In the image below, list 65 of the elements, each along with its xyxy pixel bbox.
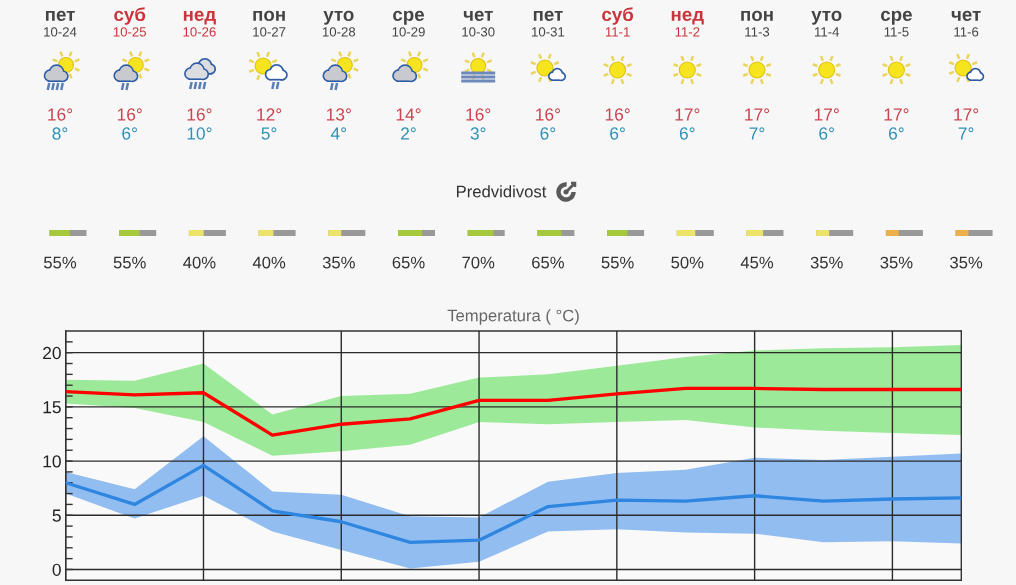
data-label: 3° xyxy=(470,127,486,140)
y-tick-label: 0 xyxy=(52,563,61,576)
data-label: 4° xyxy=(330,127,347,140)
chart-title: Temperatura ( °C) xyxy=(447,309,579,325)
data-label: 16° xyxy=(187,108,212,121)
data-label: 16° xyxy=(536,108,560,121)
data-label: 10° xyxy=(187,127,212,140)
data-label: 35% xyxy=(880,256,913,269)
category-label: нед 10-26 xyxy=(183,10,216,37)
data-label: 7° xyxy=(958,127,974,140)
data-label: 55% xyxy=(601,256,634,269)
data-label: 55% xyxy=(113,256,146,269)
category-label: сре 11-5 xyxy=(880,10,912,37)
data-label: 14° xyxy=(396,108,421,121)
data-label: 65% xyxy=(392,256,425,269)
data-label: 12° xyxy=(257,108,282,121)
category-label: чет 11-6 xyxy=(951,10,981,37)
data-label: 17° xyxy=(675,108,700,121)
data-label: 5° xyxy=(261,127,277,140)
data-label: 17° xyxy=(814,108,839,121)
category-label: суб 10-25 xyxy=(113,7,147,37)
y-tick-label: 15 xyxy=(43,401,61,414)
y-tick-label: 10 xyxy=(43,455,61,468)
data-label: 2° xyxy=(401,127,416,140)
data-label: 13° xyxy=(327,108,351,121)
data-label: 50% xyxy=(671,256,704,269)
line-series xyxy=(65,463,962,545)
data-label: 70% xyxy=(462,256,495,269)
data-label: 17° xyxy=(884,108,909,121)
data-label: 55% xyxy=(43,256,77,269)
y-tick-label: 5 xyxy=(52,509,61,522)
category-label: чет 10-30 xyxy=(462,10,495,37)
data-label: 40% xyxy=(183,256,216,269)
category-label: сре 10-29 xyxy=(392,10,425,37)
data-label: 35% xyxy=(322,256,355,269)
category-label: пет 10-24 xyxy=(44,10,77,37)
data-label: 17° xyxy=(745,108,770,121)
y-tick-label: 20 xyxy=(43,346,61,360)
data-label: 6° xyxy=(888,127,904,140)
data-label: 16° xyxy=(48,108,73,121)
data-label: 7° xyxy=(749,127,765,140)
data-label: 35% xyxy=(950,256,983,269)
category-label: пон 11-3 xyxy=(741,10,773,37)
data-label: 8° xyxy=(52,127,68,140)
data-label: 16° xyxy=(605,108,630,121)
data-label: 16° xyxy=(466,108,491,121)
data-label: 40% xyxy=(252,256,286,269)
data-label: 6° xyxy=(679,127,695,140)
category-label: пон 10-27 xyxy=(253,10,286,37)
data-label: 6° xyxy=(540,127,556,140)
data-label: 6° xyxy=(610,127,625,140)
data-label: 35% xyxy=(810,256,843,269)
data-label: 16° xyxy=(117,108,142,121)
category-label: суб 11-1 xyxy=(602,7,634,37)
category-label: пет 10-31 xyxy=(532,10,565,37)
category-label: уто 10-28 xyxy=(322,10,356,37)
data-label: 6° xyxy=(819,127,834,140)
data-label: 65% xyxy=(532,256,564,269)
line-series xyxy=(65,386,962,437)
category-label: нед 11-2 xyxy=(671,10,704,37)
text: Predvidivost xyxy=(456,185,547,198)
data-label: 45% xyxy=(740,256,774,269)
data-label: 6° xyxy=(122,127,137,140)
data-label: 17° xyxy=(954,108,979,121)
category-label: уто 11-4 xyxy=(811,10,842,37)
